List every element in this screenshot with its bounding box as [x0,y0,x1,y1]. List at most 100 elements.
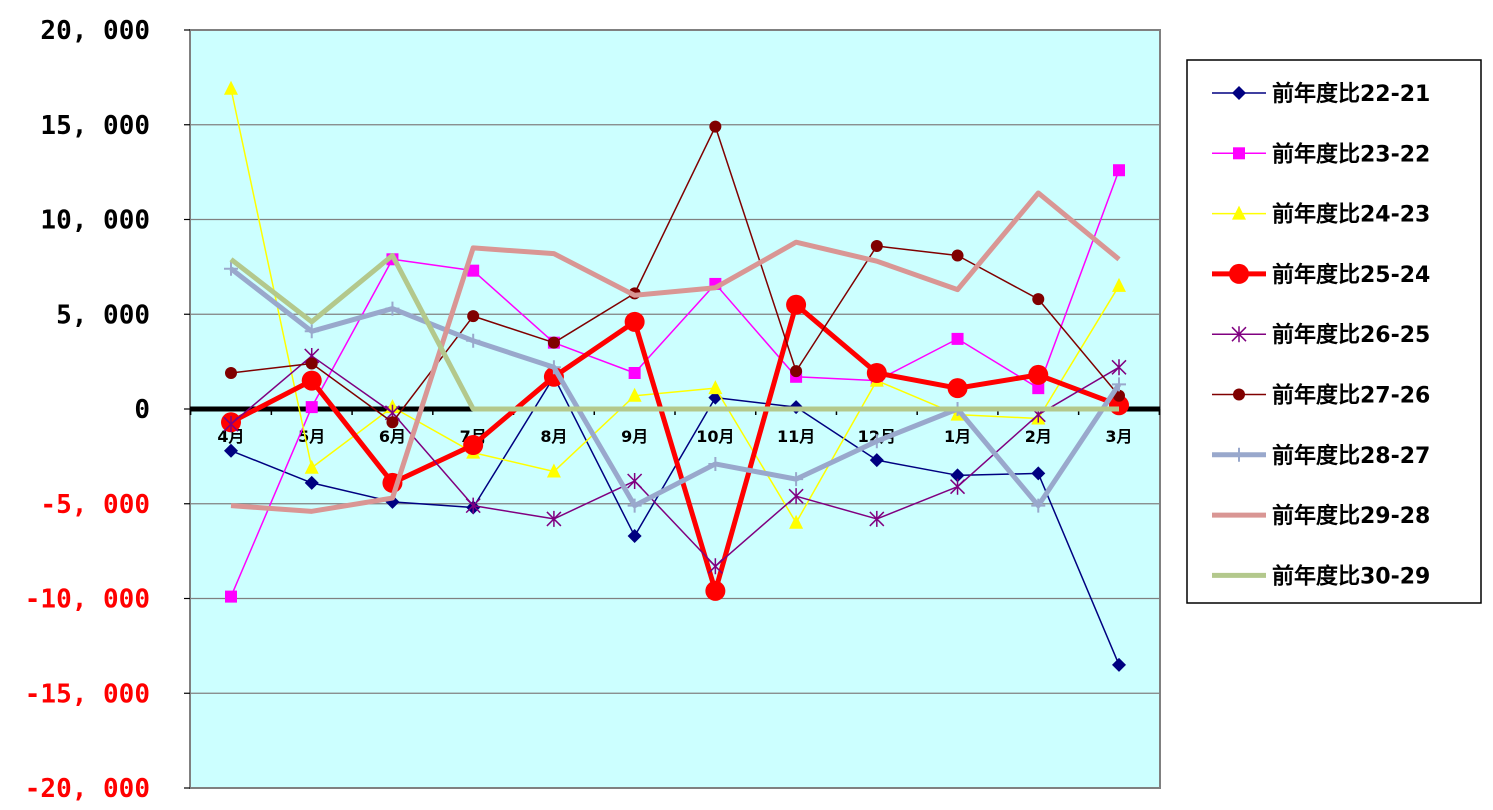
data-point [224,443,238,458]
data-point [1232,86,1246,100]
data-point [1111,359,1127,376]
series-line [230,355,1120,568]
data-point [466,333,481,348]
data-point [866,362,887,383]
data-point [1232,205,1246,220]
data-point [304,324,319,339]
y-tick-label: -10, 000 [25,585,150,615]
data-point [950,468,965,483]
data-point [1032,293,1045,306]
data-point [624,311,645,332]
data-point [947,378,968,399]
data-point [705,580,726,601]
data-point [708,456,723,471]
series-lines [221,80,1129,672]
x-tick-label: 5月 [298,427,325,446]
y-tick-label: -5, 000 [40,490,150,520]
legend-item: 前年度比22-21 [1212,81,1430,107]
data-point [951,249,964,262]
legend-label: 前年度比29-28 [1272,503,1430,529]
data-point [1233,147,1245,160]
data-point [1028,364,1049,385]
data-point [789,514,804,529]
legend-label: 前年度比22-21 [1272,81,1430,107]
data-point [465,497,481,514]
y-tick-label: 10, 000 [40,206,150,236]
series-line [230,88,1120,524]
legend-item: 前年度比24-23 [1212,202,1430,228]
x-tick-label: 6月 [379,427,406,446]
data-point [786,294,807,315]
data-point [546,463,561,478]
legend-item: 前年度比27-26 [1212,383,1430,409]
x-tick-label: 10月 [696,427,734,446]
series-line [230,125,1120,424]
series-line [229,253,1119,412]
x-tick-label: 8月 [540,427,567,446]
legend-label: 前年度比30-29 [1272,563,1430,589]
data-point [1233,388,1245,401]
legend-item: 前年度比26-25 [1212,322,1430,348]
y-axis-ticks: 20, 000 15, 000 10, 000 5, 000 0 -5, 000 -10, … [25,16,150,804]
data-point [1229,263,1249,284]
data-point [224,261,238,276]
legend-item: 前年度比30-29 [1212,563,1430,589]
legend-item: 前年度比29-28 [1212,503,1430,529]
data-point [788,488,804,505]
data-point [304,475,319,490]
legend-label: 前年度比23-22 [1272,141,1430,167]
data-point [950,478,966,495]
legend-label: 前年度比25-24 [1272,262,1430,288]
legend-item: 前年度比25-24 [1212,262,1430,288]
data-point [546,510,562,527]
data-point [1113,164,1125,177]
data-point [1112,377,1126,392]
x-tick-label: 3月 [1105,427,1132,446]
y-tick-label: -15, 000 [25,679,150,709]
data-point [870,240,883,253]
data-point [790,365,803,378]
y-tick-label: 5, 000 [56,300,150,330]
legend-item: 前年度比23-22 [1212,141,1430,167]
x-tick-label: 2月 [1025,427,1052,446]
legend-label: 前年度比26-25 [1272,322,1430,348]
legend-label: 前年度比27-26 [1272,383,1430,409]
series-前年度比25-24 [221,294,1129,601]
x-tick-label: 9月 [621,427,648,446]
data-point [627,473,643,490]
data-point [225,590,237,603]
data-point [546,360,561,375]
data-point [301,370,322,391]
data-point [1231,326,1247,343]
data-point [547,336,560,349]
data-point [627,498,642,513]
series-前年度比30-29 [229,253,1119,412]
y-tick-label: 0 [134,395,150,425]
legend: 前年度比22-21 前年度比23-22 前年度比24-23 前年度比25-24 前年度比… [1186,59,1482,604]
data-point [627,528,642,543]
data-point [789,472,804,487]
data-point [304,459,319,474]
data-point [628,366,641,379]
x-tick-label: 1月 [944,427,971,446]
data-point [463,435,484,456]
series-前年度比29-28 [230,190,1121,514]
data-point [305,357,318,370]
data-point [1032,382,1045,395]
data-point [869,453,884,468]
legend-label: 前年度比28-27 [1272,443,1430,469]
series-line [230,190,1121,514]
data-point [386,416,399,429]
series-line [229,266,1122,509]
legend-item: 前年度比28-27 [1212,443,1430,469]
data-point [1031,498,1046,513]
x-tick-label: 11月 [777,427,815,446]
series-line [229,302,1120,594]
y-tick-label: -20, 000 [25,774,150,804]
series-line [230,169,1120,597]
data-point [869,434,884,449]
data-point [627,387,642,402]
data-point [951,332,964,345]
data-point [1031,466,1046,481]
